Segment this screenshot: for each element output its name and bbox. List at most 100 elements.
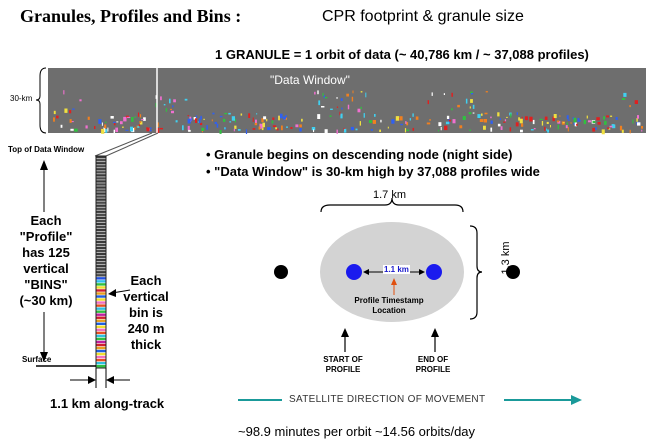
cloud-echo [405, 121, 407, 124]
cloud-echo [351, 96, 354, 102]
window-height-label: 30-km [10, 94, 33, 103]
cloud-echo [470, 99, 473, 103]
cloud-echo [130, 126, 133, 132]
height-brace-right [469, 225, 483, 320]
cloud-echo [552, 116, 555, 122]
profile-bin [96, 198, 106, 201]
profile-bin [96, 343, 106, 347]
cloud-echo [113, 129, 115, 134]
direction-label: SATELLITE DIRECTION OF MOVEMENT [289, 394, 486, 405]
profile-bin [96, 325, 106, 329]
end-arrow-head [431, 328, 439, 337]
cloud-echo [330, 108, 333, 110]
cloud-echo [104, 124, 107, 129]
cloud-echo [258, 126, 261, 130]
cloud-echo [583, 120, 586, 125]
cloud-echo [387, 126, 389, 129]
cloud-echo [412, 127, 415, 131]
profile-bin [96, 328, 106, 332]
cloud-echo [483, 119, 487, 123]
cloud-echo [343, 128, 347, 133]
cloud-echo [329, 115, 332, 117]
direction-arrow-head [571, 395, 582, 405]
cloud-echo [586, 115, 588, 119]
cloud-echo [404, 128, 407, 133]
down-arrow-head [40, 352, 48, 362]
profile-bin [96, 156, 106, 159]
cloud-echo [641, 126, 643, 129]
cloud-echo [173, 99, 176, 103]
cloud-echo [69, 110, 72, 114]
cloud-echo [457, 104, 460, 108]
cloud-echo [546, 128, 548, 131]
cloud-echo [637, 122, 641, 126]
spacing-arrow-left [363, 269, 369, 275]
cloud-echo [314, 91, 316, 95]
cloud-echo [533, 128, 536, 130]
cloud-echo [169, 98, 171, 104]
cloud-echo [321, 106, 325, 108]
cloud-echo [636, 118, 638, 122]
cloud-echo [60, 124, 63, 128]
cloud-echo [443, 93, 445, 95]
cloud-echo [139, 114, 142, 118]
profile-bin [96, 207, 106, 210]
cloud-echo [557, 124, 559, 130]
profile-bin [96, 319, 106, 322]
cloud-echo [607, 127, 609, 130]
end-of-profile-label: END OF PROFILE [415, 355, 451, 374]
profile-bin [96, 180, 106, 183]
cloud-echo [211, 119, 213, 122]
cloud-echo [406, 122, 409, 126]
cloud-echo [98, 119, 102, 124]
cloud-echo [212, 112, 215, 115]
cloud-echo [70, 128, 74, 131]
cloud-echo [172, 105, 174, 108]
cloud-echo [105, 129, 108, 133]
cloud-echo [359, 121, 361, 126]
cloud-echo [471, 93, 474, 95]
cloud-echo [138, 124, 141, 127]
cloud-echo [365, 92, 367, 98]
profile-bin [96, 337, 106, 341]
cloud-echo [318, 100, 321, 106]
profile-bin [96, 307, 106, 310]
cloud-echo [193, 117, 197, 120]
cloud-echo [122, 126, 124, 128]
cloud-echo [490, 116, 492, 119]
cloud-echo [438, 129, 440, 132]
cloud-echo [427, 100, 429, 105]
profile-bin [96, 249, 106, 253]
profile-bin [96, 265, 106, 268]
cloud-echo [601, 129, 605, 135]
timestamp-arrow-head [391, 278, 397, 285]
cloud-echo [603, 116, 606, 120]
bin-description: Each vertical bin is 240 m thick [123, 273, 169, 352]
cloud-echo [506, 116, 508, 118]
cloud-echo [459, 125, 463, 129]
cloud-echo [360, 106, 362, 110]
cloud-echo [53, 117, 55, 122]
cloud-echo [281, 125, 283, 131]
profile-bin [96, 286, 106, 289]
timestamp-label: Profile Timestamp Location [354, 296, 424, 315]
cloud-echo [324, 97, 328, 99]
cloud-echo [131, 117, 134, 122]
cloud-echo [313, 129, 315, 133]
end-marker-dot [426, 264, 442, 280]
profile-bin [96, 316, 106, 319]
center-spacing-label: 1.1 km [383, 265, 410, 274]
cloud-echo [141, 119, 144, 121]
cloud-echo [490, 120, 493, 124]
cloud-echo [195, 115, 198, 118]
cloud-echo [87, 116, 90, 120]
cloud-echo [468, 112, 472, 115]
cloud-echo [224, 127, 226, 130]
cloud-echo [157, 122, 159, 128]
profile-bin [96, 295, 106, 298]
cloud-echo [606, 115, 609, 118]
bullet-item: • "Data Window" is 30-km high by 37,088 … [206, 164, 540, 179]
cloud-echo [566, 115, 569, 120]
cloud-echo [240, 113, 243, 116]
profile-bin [96, 274, 106, 277]
